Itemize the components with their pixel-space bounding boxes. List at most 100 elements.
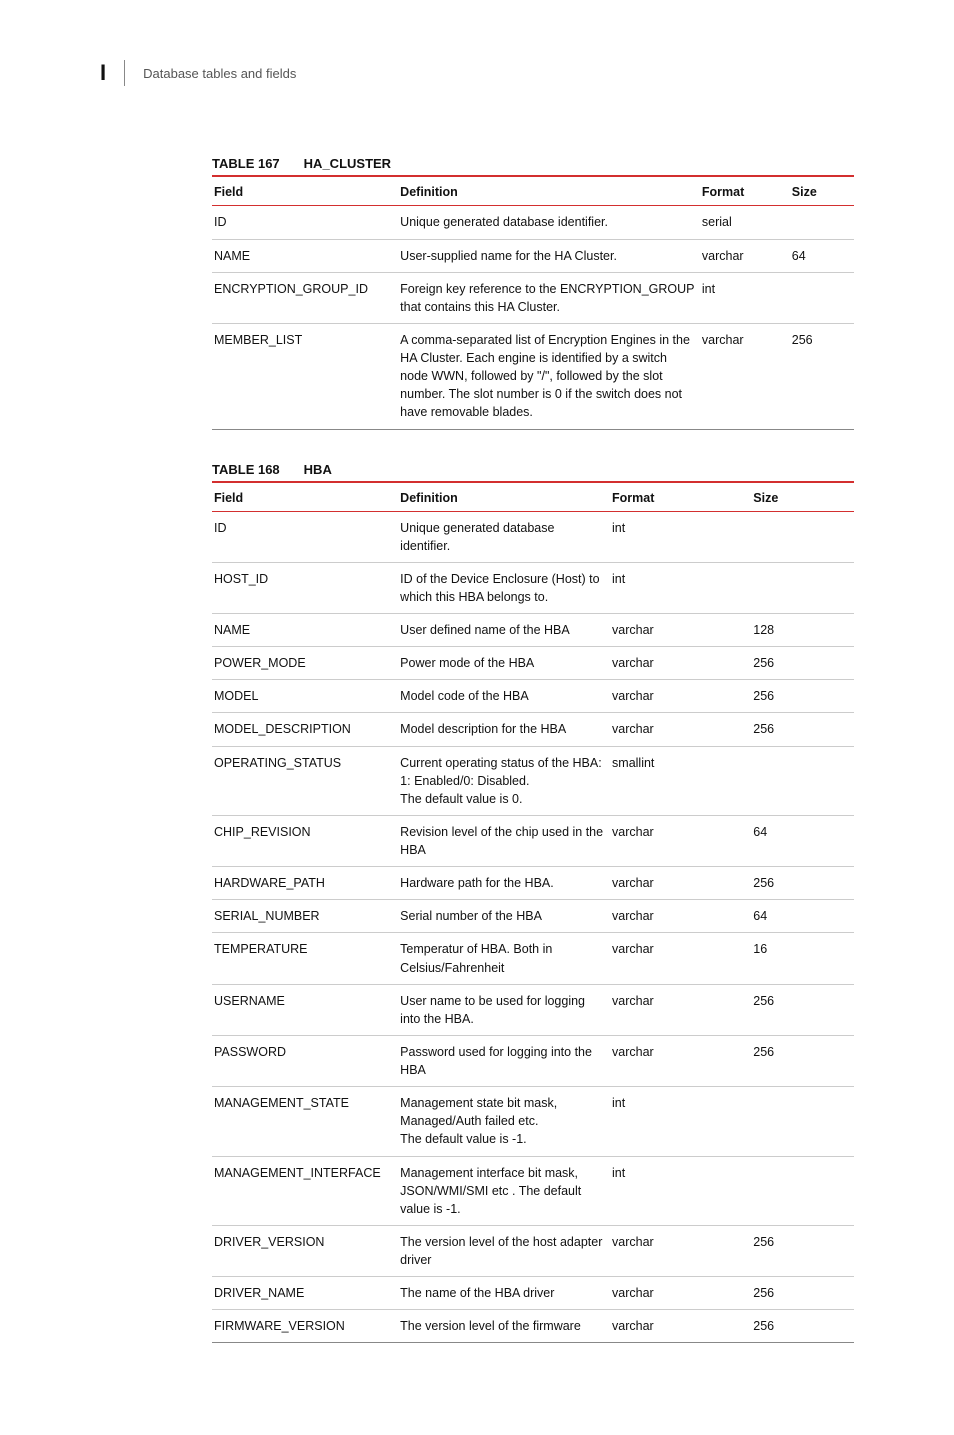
cell-size: 256	[751, 984, 854, 1035]
cell-field: HOST_ID	[212, 562, 398, 613]
cell-field: MODEL_DESCRIPTION	[212, 713, 398, 746]
cell-format: varchar	[610, 647, 751, 680]
table-row: FIRMWARE_VERSIONThe version level of the…	[212, 1310, 854, 1343]
cell-size: 256	[751, 1035, 854, 1086]
cell-field: TEMPERATURE	[212, 933, 398, 984]
cell-field: MANAGEMENT_STATE	[212, 1087, 398, 1156]
table-name: HBA	[304, 462, 332, 477]
cell-format: varchar	[610, 1035, 751, 1086]
cell-size: 256	[751, 647, 854, 680]
cell-size: 64	[790, 239, 854, 272]
cell-field: MANAGEMENT_INTERFACE	[212, 1156, 398, 1225]
cell-size: 16	[751, 933, 854, 984]
cell-format: varchar	[610, 815, 751, 866]
col-header-field: Field	[212, 482, 398, 512]
cell-field: NAME	[212, 614, 398, 647]
cell-size: 256	[751, 867, 854, 900]
cell-size	[751, 746, 854, 815]
table-header-row: Field Definition Format Size	[212, 176, 854, 206]
cell-format: varchar	[610, 933, 751, 984]
cell-field: FIRMWARE_VERSION	[212, 1310, 398, 1343]
cell-format: varchar	[610, 680, 751, 713]
col-header-format: Format	[700, 176, 790, 206]
cell-size: 256	[751, 1310, 854, 1343]
table-row: ENCRYPTION_GROUP_IDForeign key reference…	[212, 272, 854, 323]
cell-size	[751, 1087, 854, 1156]
cell-field: ENCRYPTION_GROUP_ID	[212, 272, 398, 323]
cell-format: varchar	[700, 323, 790, 429]
cell-format: int	[700, 272, 790, 323]
table-row: MEMBER_LISTA comma-separated list of Enc…	[212, 323, 854, 429]
table-row: SERIAL_NUMBERSerial number of the HBAvar…	[212, 900, 854, 933]
cell-definition: Revision level of the chip used in the H…	[398, 815, 610, 866]
cell-size: 64	[751, 815, 854, 866]
cell-field: NAME	[212, 239, 398, 272]
cell-size: 256	[751, 1277, 854, 1310]
cell-size	[790, 272, 854, 323]
table-row: POWER_MODEPower mode of the HBAvarchar25…	[212, 647, 854, 680]
table-title-167: TABLE 167 HA_CLUSTER	[212, 156, 854, 171]
cell-definition: Model code of the HBA	[398, 680, 610, 713]
cell-format: int	[610, 1156, 751, 1225]
cell-size	[751, 1156, 854, 1225]
cell-definition: User name to be used for logging into th…	[398, 984, 610, 1035]
cell-format: varchar	[610, 713, 751, 746]
cell-field: CHIP_REVISION	[212, 815, 398, 866]
table-row: HARDWARE_PATHHardware path for the HBA.v…	[212, 867, 854, 900]
cell-size	[751, 511, 854, 562]
cell-definition: User-supplied name for the HA Cluster.	[398, 239, 700, 272]
table-row: DRIVER_VERSIONThe version level of the h…	[212, 1225, 854, 1276]
table-row: HOST_IDID of the Device Enclosure (Host)…	[212, 562, 854, 613]
table-body: IDUnique generated database identifier.i…	[212, 511, 854, 1343]
table-header-row: Field Definition Format Size	[212, 482, 854, 512]
table-number: TABLE 168	[212, 462, 280, 477]
cell-field: ID	[212, 511, 398, 562]
cell-size: 256	[751, 680, 854, 713]
cell-format: varchar	[610, 984, 751, 1035]
cell-format: int	[610, 562, 751, 613]
col-header-format: Format	[610, 482, 751, 512]
cell-field: HARDWARE_PATH	[212, 867, 398, 900]
table-row: TEMPERATURETemperatur of HBA. Both in Ce…	[212, 933, 854, 984]
cell-size: 64	[751, 900, 854, 933]
cell-format: varchar	[610, 900, 751, 933]
table-row: NAMEUser-supplied name for the HA Cluste…	[212, 239, 854, 272]
col-header-definition: Definition	[398, 176, 700, 206]
cell-field: MODEL	[212, 680, 398, 713]
section-title: Database tables and fields	[143, 66, 296, 81]
cell-format: serial	[700, 206, 790, 239]
cell-definition: The name of the HBA driver	[398, 1277, 610, 1310]
cell-field: ID	[212, 206, 398, 239]
table-row: IDUnique generated database identifier.i…	[212, 511, 854, 562]
cell-definition: Management interface bit mask, JSON/WMI/…	[398, 1156, 610, 1225]
cell-definition: A comma-separated list of Encryption Eng…	[398, 323, 700, 429]
cell-definition: Serial number of the HBA	[398, 900, 610, 933]
cell-field: DRIVER_VERSION	[212, 1225, 398, 1276]
cell-format: varchar	[610, 1277, 751, 1310]
table-row: MANAGEMENT_INTERFACEManagement interface…	[212, 1156, 854, 1225]
cell-format: varchar	[700, 239, 790, 272]
cell-size: 128	[751, 614, 854, 647]
table-row: IDUnique generated database identifier.s…	[212, 206, 854, 239]
cell-format: varchar	[610, 1225, 751, 1276]
cell-format: varchar	[610, 1310, 751, 1343]
cell-definition: Unique generated database identifier.	[398, 206, 700, 239]
cell-format: varchar	[610, 614, 751, 647]
col-header-field: Field	[212, 176, 398, 206]
table-row: MODELModel code of the HBAvarchar256	[212, 680, 854, 713]
col-header-definition: Definition	[398, 482, 610, 512]
cell-definition: The version level of the firmware	[398, 1310, 610, 1343]
table-body: IDUnique generated database identifier.s…	[212, 206, 854, 429]
table-row: NAMEUser defined name of the HBAvarchar1…	[212, 614, 854, 647]
table-row: PASSWORDPassword used for logging into t…	[212, 1035, 854, 1086]
col-header-size: Size	[790, 176, 854, 206]
appendix-letter: I	[100, 60, 125, 86]
cell-field: DRIVER_NAME	[212, 1277, 398, 1310]
table-row: MODEL_DESCRIPTIONModel description for t…	[212, 713, 854, 746]
table-title-168: TABLE 168 HBA	[212, 462, 854, 477]
table-number: TABLE 167	[212, 156, 280, 171]
cell-field: PASSWORD	[212, 1035, 398, 1086]
cell-definition: Model description for the HBA	[398, 713, 610, 746]
cell-field: OPERATING_STATUS	[212, 746, 398, 815]
table-name: HA_CLUSTER	[304, 156, 391, 171]
